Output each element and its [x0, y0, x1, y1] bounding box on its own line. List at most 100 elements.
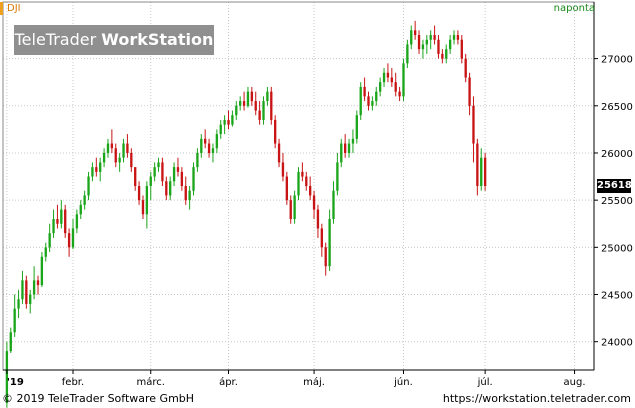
candle: [460, 35, 463, 64]
candle-body: [480, 157, 483, 186]
candle: [312, 190, 316, 220]
candle-body: [464, 58, 467, 78]
candle: [114, 143, 117, 168]
candle: [204, 129, 207, 149]
candle: [75, 209, 79, 234]
candle-body: [347, 143, 351, 153]
candle: [13, 294, 16, 337]
candle: [149, 171, 152, 201]
candle: [390, 68, 393, 87]
candle: [483, 152, 487, 191]
candle-body: [44, 247, 47, 257]
candle-body: [137, 186, 141, 201]
candle-body: [25, 280, 28, 304]
candle: [441, 49, 444, 64]
candle-body: [204, 138, 207, 144]
candle: [398, 86, 401, 102]
candle-body: [134, 167, 137, 186]
symbol-label[interactable]: DJI: [7, 3, 21, 14]
x-tick-label: ápr.: [219, 376, 238, 388]
candle: [184, 176, 187, 205]
candle: [9, 327, 12, 354]
candle-body: [343, 143, 347, 153]
candle: [320, 223, 323, 257]
candle-body: [114, 148, 117, 163]
candle-body: [87, 176, 90, 196]
candle: [406, 39, 409, 69]
candle-body: [239, 101, 242, 106]
candle-body: [448, 39, 452, 50]
candle-body: [75, 214, 79, 229]
candle: [480, 148, 483, 191]
candle-body: [277, 143, 281, 163]
period-label[interactable]: naponta: [553, 3, 595, 14]
candle-body: [165, 181, 168, 196]
candle: [192, 162, 195, 196]
x-tick-label: febr.: [62, 377, 84, 388]
candle-body: [301, 171, 304, 177]
candle-body: [36, 280, 40, 286]
candle-body: [126, 143, 129, 153]
candle-body: [118, 157, 121, 163]
candle: [102, 148, 106, 168]
candle: [246, 86, 250, 108]
candle-body: [5, 351, 9, 404]
candle: [425, 35, 428, 54]
candle: [347, 138, 351, 158]
candle-body: [192, 167, 195, 191]
candle: [87, 171, 90, 201]
candle-body: [293, 195, 296, 220]
candle: [421, 39, 425, 59]
candle: [468, 72, 471, 116]
candle-body: [180, 171, 184, 186]
candle-body: [149, 176, 152, 186]
candle: [5, 341, 9, 408]
candle-body: [441, 53, 444, 59]
candle-body: [476, 143, 479, 186]
candle: [328, 209, 331, 271]
y-tick-label: 24500: [601, 291, 633, 302]
candle-body: [262, 101, 265, 120]
candle: [99, 157, 102, 182]
candle-body: [207, 143, 211, 153]
candle: [433, 25, 436, 45]
candle: [336, 152, 339, 196]
candle-body: [130, 152, 133, 168]
candle: [297, 167, 300, 201]
candle-body: [375, 91, 378, 102]
plot-frame: [2, 1, 595, 371]
y-tick-label: 26500: [601, 102, 633, 113]
y-tick-label: 27000: [601, 55, 633, 66]
candle: [25, 275, 28, 309]
candle: [21, 270, 24, 304]
candle: [48, 223, 51, 253]
candle: [141, 195, 145, 220]
candle-body: [242, 101, 246, 106]
candle-body: [429, 35, 432, 40]
candle: [239, 96, 242, 111]
candle: [219, 119, 222, 139]
candle-body: [445, 49, 448, 59]
candle: [172, 162, 176, 186]
candle-body: [9, 332, 12, 352]
candle-body: [254, 101, 257, 111]
candle: [445, 44, 448, 64]
candle-body: [172, 167, 176, 182]
candle-body: [378, 82, 382, 92]
copyright-text: © 2019 TeleTrader Software GmbH: [2, 392, 195, 405]
candle: [281, 152, 285, 182]
candle-body: [421, 44, 425, 50]
y-tick-label: 24000: [601, 338, 633, 349]
candle-body: [452, 35, 456, 40]
candle: [464, 53, 467, 83]
candle-body: [406, 44, 409, 64]
candle: [91, 162, 94, 182]
candle-body: [394, 82, 397, 92]
website-link[interactable]: https://workstation.teletrader.com: [442, 392, 631, 405]
candle: [52, 209, 55, 238]
candle-body: [417, 35, 421, 50]
candle-body: [64, 209, 67, 234]
candle: [277, 138, 281, 168]
candle-body: [340, 143, 343, 163]
candle: [250, 86, 254, 106]
